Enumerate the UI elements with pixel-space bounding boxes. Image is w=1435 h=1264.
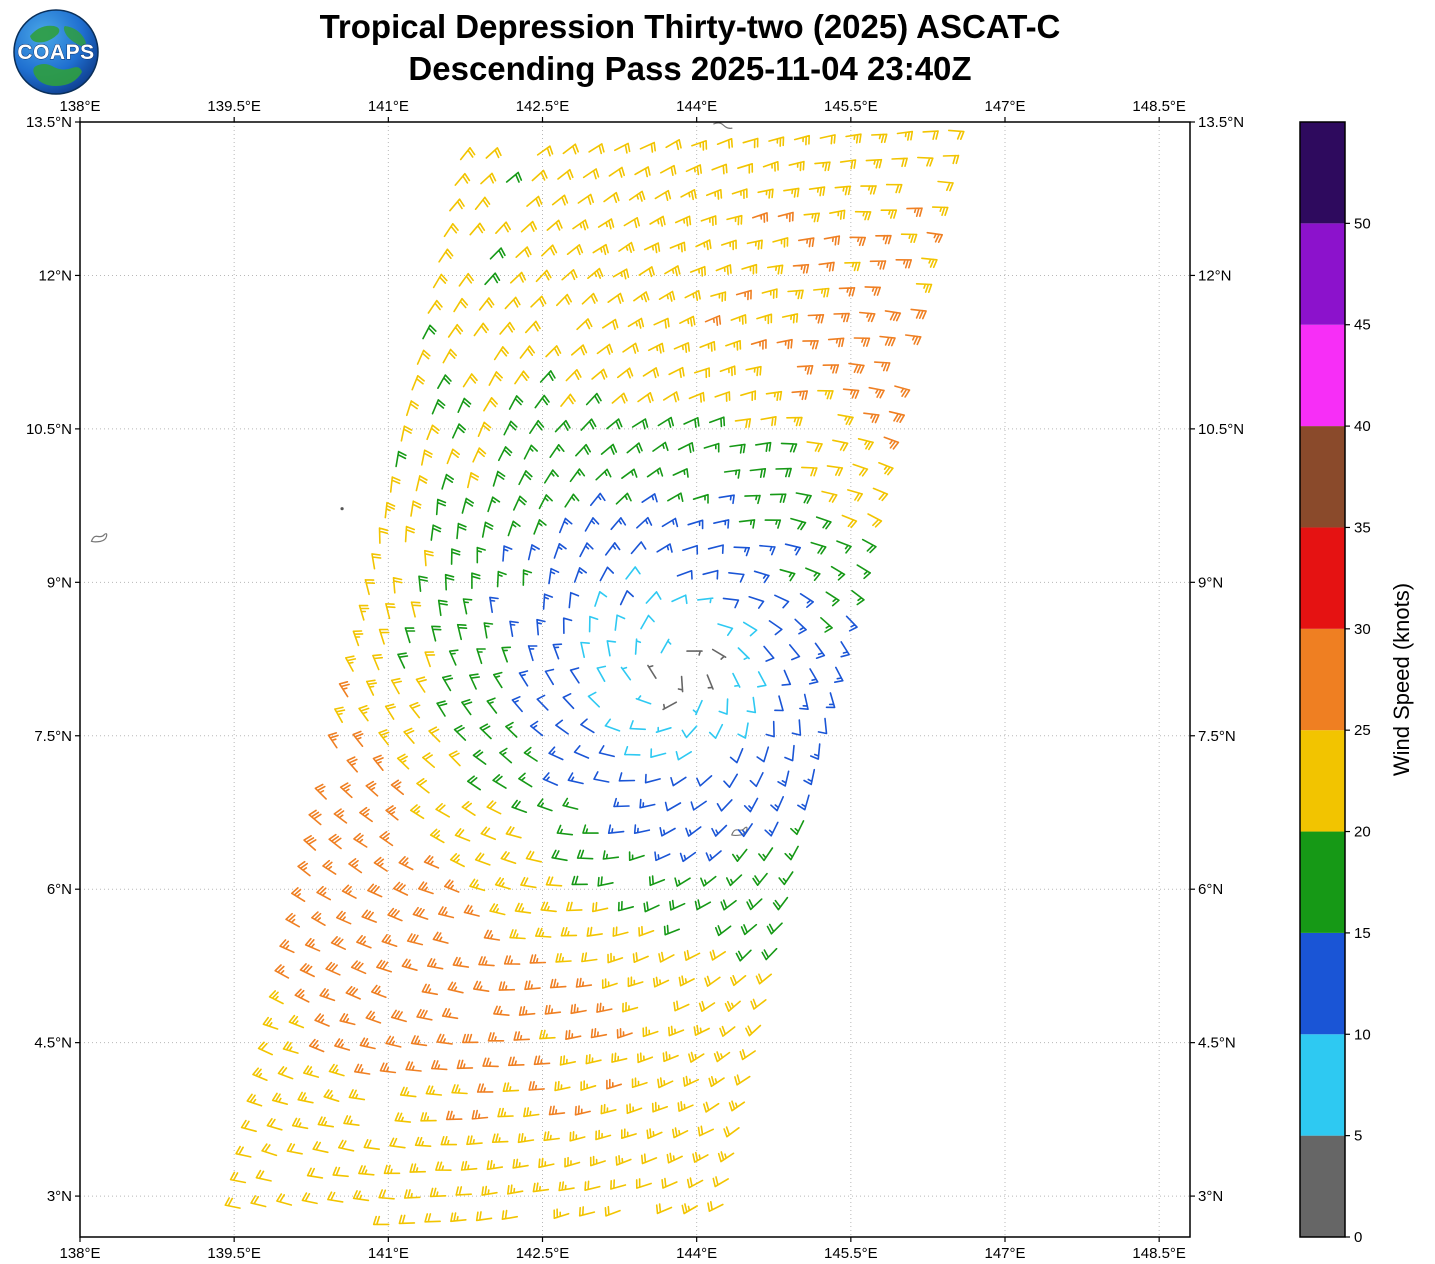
colorbar-segment bbox=[1300, 223, 1345, 325]
globe-continent bbox=[33, 64, 82, 86]
map-axes: 138°E 138°E 139.5°E 139.5°E 141°E 141°E 142.5°… bbox=[26, 98, 1244, 1262]
x-tick-label-top: 139.5°E bbox=[207, 98, 261, 115]
colorbar-tick-label: 5 bbox=[1354, 1128, 1362, 1145]
wind-barbs bbox=[395, 171, 877, 962]
colorbar-segment bbox=[1300, 527, 1345, 629]
x-tick-label-bottom: 138°E bbox=[59, 1245, 100, 1262]
x-tick-label-bottom: 139.5°E bbox=[207, 1245, 261, 1262]
y-tick-label-left: 10.5°N bbox=[26, 421, 72, 438]
colorbar-segment bbox=[1300, 730, 1345, 832]
y-tick-label-right: 9°N bbox=[1198, 574, 1223, 591]
x-tick-label-bottom: 144°E bbox=[676, 1245, 717, 1262]
map-coastlines bbox=[90, 122, 748, 837]
colorbar-tick-label: 25 bbox=[1354, 722, 1371, 739]
colorbar-segment bbox=[1300, 932, 1345, 1035]
colorbar-segment bbox=[1300, 122, 1345, 224]
y-tick-label-left: 13.5°N bbox=[26, 114, 72, 131]
y-tick-label-left: 6°N bbox=[47, 881, 72, 898]
colorbar-segment bbox=[1300, 1034, 1345, 1136]
colorbar-tick-label: 30 bbox=[1354, 621, 1371, 638]
y-tick-label-right: 3°N bbox=[1198, 1188, 1223, 1205]
x-tick-label-bottom: 145.5°E bbox=[824, 1245, 878, 1262]
y-tick-label-left: 3°N bbox=[47, 1188, 72, 1205]
coastline bbox=[713, 122, 733, 129]
colorbar-axis-label: Wind Speed (knots) bbox=[1389, 583, 1414, 776]
x-tick-label-bottom: 148.5°E bbox=[1132, 1245, 1186, 1262]
map-frame bbox=[79, 121, 1191, 1238]
colorbar-tick-label: 35 bbox=[1354, 519, 1371, 536]
colorbar-tick-label: 15 bbox=[1354, 925, 1371, 942]
y-tick-label-right: 7.5°N bbox=[1198, 728, 1236, 745]
wind-barb-field bbox=[224, 129, 965, 1226]
wind-barbs bbox=[647, 648, 727, 711]
x-tick-label-top: 141°E bbox=[368, 98, 409, 115]
island-outline bbox=[90, 533, 108, 543]
wind-barbs bbox=[274, 207, 943, 1121]
colorbar: 0 5 10 15 20 25 30 35 40 45 50 Wind Speed (knots) bbox=[1299, 121, 1414, 1246]
y-tick-label-left: 7.5°N bbox=[34, 728, 72, 745]
x-tick-label-top: 147°E bbox=[984, 98, 1025, 115]
x-tick-label-top: 142.5°E bbox=[516, 98, 570, 115]
island-outline bbox=[731, 826, 748, 837]
x-tick-label-top: 148.5°E bbox=[1132, 98, 1186, 115]
y-tick-label-right: 10.5°N bbox=[1198, 421, 1244, 438]
y-tick-label-left: 9°N bbox=[47, 574, 72, 591]
y-tick-label-right: 13.5°N bbox=[1198, 114, 1244, 131]
y-tick-label-right: 12°N bbox=[1198, 267, 1232, 284]
colorbar-tick-label: 0 bbox=[1354, 1229, 1362, 1246]
logo-text: COAPS bbox=[17, 41, 94, 64]
x-tick-label-bottom: 141°E bbox=[368, 1245, 409, 1262]
colorbar-tick-label: 40 bbox=[1354, 418, 1371, 435]
colorbar-segment bbox=[1300, 324, 1345, 427]
globe-continent bbox=[63, 26, 86, 47]
x-tick-label-bottom: 147°E bbox=[984, 1245, 1025, 1262]
chart-title: Tropical Depression Thirty-two (2025) AS… bbox=[0, 6, 1380, 89]
colorbar-tick-label: 10 bbox=[1354, 1026, 1371, 1043]
y-tick-label-right: 6°N bbox=[1198, 881, 1223, 898]
x-tick-label-top: 144°E bbox=[676, 98, 717, 115]
y-tick-label-left: 12°N bbox=[38, 267, 72, 284]
islet-dot bbox=[340, 507, 344, 511]
colorbar-tick-label: 45 bbox=[1354, 317, 1371, 334]
colorbar-frame bbox=[1299, 121, 1346, 1238]
y-tick-label-right: 4.5°N bbox=[1198, 1035, 1236, 1052]
colorbar-segment bbox=[1300, 628, 1345, 731]
colorbar-segment bbox=[1300, 1135, 1345, 1237]
colorbar-tick-label: 50 bbox=[1354, 215, 1371, 232]
wind-barbs bbox=[580, 566, 767, 761]
globe-continent bbox=[30, 25, 60, 43]
x-tick-label-top: 145.5°E bbox=[824, 98, 878, 115]
wind-barbs bbox=[224, 129, 965, 1226]
title-line-1: Tropical Depression Thirty-two (2025) AS… bbox=[319, 8, 1061, 45]
map-gridlines bbox=[79, 121, 1190, 1237]
x-tick-label-top: 138°E bbox=[59, 98, 100, 115]
colorbar-segment bbox=[1300, 426, 1345, 528]
x-tick-label-bottom: 142.5°E bbox=[516, 1245, 570, 1262]
title-line-2: Descending Pass 2025-11-04 23:40Z bbox=[408, 49, 972, 87]
colorbar-segment bbox=[1300, 831, 1345, 933]
y-tick-label-left: 4.5°N bbox=[34, 1035, 72, 1052]
wind-barbs bbox=[489, 492, 858, 863]
coaps-logo: COAPS bbox=[13, 9, 99, 95]
colorbar-tick-label: 20 bbox=[1354, 824, 1371, 841]
